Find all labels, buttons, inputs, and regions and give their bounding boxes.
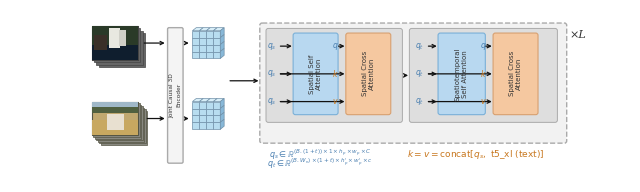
FancyBboxPatch shape <box>93 103 140 137</box>
Polygon shape <box>213 122 220 129</box>
Text: $q_t$: $q_t$ <box>415 68 424 79</box>
Polygon shape <box>199 108 206 115</box>
FancyBboxPatch shape <box>92 102 138 107</box>
Polygon shape <box>213 98 224 102</box>
Polygon shape <box>213 38 220 45</box>
FancyBboxPatch shape <box>92 102 138 113</box>
Polygon shape <box>199 122 206 129</box>
Text: ×L: ×L <box>570 30 587 40</box>
Polygon shape <box>213 28 224 31</box>
Polygon shape <box>213 108 220 115</box>
Polygon shape <box>213 31 220 38</box>
Polygon shape <box>193 51 199 58</box>
Text: $q_t$: $q_t$ <box>415 96 424 107</box>
Polygon shape <box>199 115 206 122</box>
Text: $k$: $k$ <box>479 68 486 79</box>
Polygon shape <box>206 115 213 122</box>
Polygon shape <box>193 108 199 115</box>
FancyBboxPatch shape <box>118 30 125 46</box>
FancyBboxPatch shape <box>94 35 107 50</box>
FancyBboxPatch shape <box>92 26 138 60</box>
Text: $k = v = \mathrm{concat}[q_s,\ \mathrm{t5\_xl}\ (\mathrm{text})]$: $k = v = \mathrm{concat}[q_s,\ \mathrm{t… <box>406 148 544 161</box>
FancyBboxPatch shape <box>92 120 138 136</box>
FancyBboxPatch shape <box>101 111 147 145</box>
Polygon shape <box>220 35 224 45</box>
Polygon shape <box>220 28 224 38</box>
Polygon shape <box>213 45 220 51</box>
Polygon shape <box>206 102 213 108</box>
Polygon shape <box>220 98 224 108</box>
Text: $q$: $q$ <box>480 41 486 52</box>
FancyBboxPatch shape <box>92 45 138 60</box>
Text: $v$: $v$ <box>480 97 486 106</box>
Text: Spatiotemporal
Self Attention: Spatiotemporal Self Attention <box>455 47 468 101</box>
FancyBboxPatch shape <box>410 28 557 122</box>
FancyBboxPatch shape <box>92 26 138 45</box>
Polygon shape <box>193 28 204 31</box>
Polygon shape <box>206 45 213 51</box>
FancyBboxPatch shape <box>95 105 141 139</box>
Polygon shape <box>220 112 224 122</box>
Polygon shape <box>193 38 199 45</box>
Polygon shape <box>193 102 199 108</box>
Polygon shape <box>206 98 217 102</box>
Polygon shape <box>199 45 206 51</box>
Polygon shape <box>199 98 210 102</box>
Polygon shape <box>193 115 199 122</box>
FancyBboxPatch shape <box>98 108 145 142</box>
Text: $q$: $q$ <box>332 41 339 52</box>
FancyBboxPatch shape <box>99 33 145 67</box>
Polygon shape <box>220 119 224 129</box>
Text: Joint Causal 3D
Encoder: Joint Causal 3D Encoder <box>170 73 181 118</box>
FancyBboxPatch shape <box>106 114 124 130</box>
Polygon shape <box>213 115 220 122</box>
FancyBboxPatch shape <box>109 28 120 48</box>
Text: Spatial Cross
Attention: Spatial Cross Attention <box>362 51 375 97</box>
Polygon shape <box>199 102 206 108</box>
Polygon shape <box>193 98 204 102</box>
Text: $q_s \in \mathbb{R}^{(B.(1+t))\times1\times h_p\times w_p\times C}$: $q_s \in \mathbb{R}^{(B.(1+t))\times1\ti… <box>269 148 372 162</box>
Text: $q_s$: $q_s$ <box>266 41 276 52</box>
FancyBboxPatch shape <box>92 26 138 60</box>
Polygon shape <box>193 31 199 38</box>
FancyBboxPatch shape <box>438 33 485 115</box>
FancyBboxPatch shape <box>168 28 183 163</box>
Polygon shape <box>220 105 224 115</box>
Polygon shape <box>213 51 220 58</box>
FancyBboxPatch shape <box>92 102 138 136</box>
Text: $v$: $v$ <box>332 97 339 106</box>
Polygon shape <box>220 41 224 51</box>
Polygon shape <box>206 31 213 38</box>
Polygon shape <box>206 122 213 129</box>
Polygon shape <box>206 28 217 31</box>
Polygon shape <box>206 108 213 115</box>
Polygon shape <box>220 48 224 58</box>
FancyBboxPatch shape <box>99 109 146 143</box>
Polygon shape <box>199 31 206 38</box>
Text: $k$: $k$ <box>332 68 339 79</box>
Polygon shape <box>206 51 213 58</box>
FancyBboxPatch shape <box>260 23 566 143</box>
Polygon shape <box>199 38 206 45</box>
FancyBboxPatch shape <box>346 33 391 115</box>
Polygon shape <box>199 51 206 58</box>
FancyBboxPatch shape <box>96 106 143 140</box>
Polygon shape <box>213 102 220 108</box>
FancyBboxPatch shape <box>266 28 403 122</box>
FancyBboxPatch shape <box>96 31 143 65</box>
Text: Spatial Cross
Attention: Spatial Cross Attention <box>509 51 522 97</box>
Polygon shape <box>193 122 199 129</box>
Text: $q_t \in \mathbb{R}^{(B.W_n)\times(1+t)\times h_p^{\prime}\times w_p^{\prime}\ti: $q_t \in \mathbb{R}^{(B.W_n)\times(1+t)\… <box>268 157 373 171</box>
Text: $q_s$: $q_s$ <box>266 96 276 107</box>
Polygon shape <box>193 45 199 51</box>
Polygon shape <box>206 38 213 45</box>
FancyBboxPatch shape <box>92 102 138 136</box>
Text: Spatial Self
Attention: Spatial Self Attention <box>309 54 323 94</box>
Text: $q_t$: $q_t$ <box>415 41 424 52</box>
Text: $q_s$: $q_s$ <box>266 68 276 79</box>
FancyBboxPatch shape <box>493 33 538 115</box>
FancyBboxPatch shape <box>94 28 140 62</box>
FancyBboxPatch shape <box>293 33 338 115</box>
Polygon shape <box>199 28 210 31</box>
